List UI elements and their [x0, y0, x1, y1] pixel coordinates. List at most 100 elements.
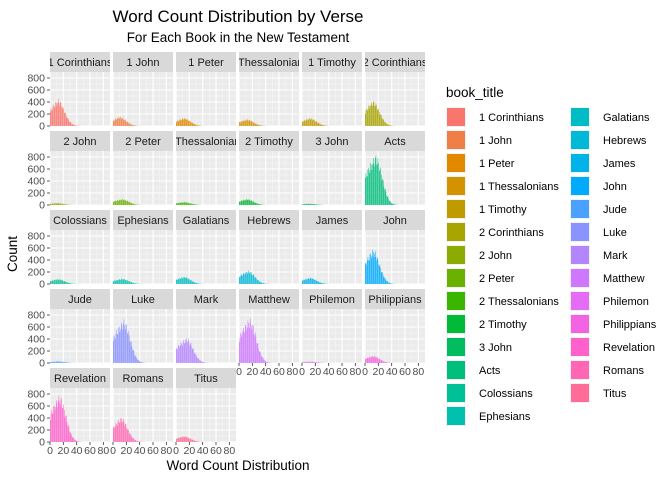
legend-swatch — [447, 361, 465, 379]
histogram-bar — [240, 202, 241, 205]
legend-entry: Hebrews — [570, 130, 647, 150]
histogram-bar — [188, 338, 189, 363]
histogram-bar — [317, 281, 318, 284]
histogram-bar — [129, 281, 130, 284]
histogram-bar — [309, 204, 310, 205]
histogram-bar — [66, 204, 67, 205]
histogram-bar — [72, 124, 73, 126]
histogram-bar — [118, 201, 119, 205]
histogram-bar — [65, 416, 66, 442]
histogram-bar — [368, 109, 369, 126]
histogram-bar — [176, 439, 177, 442]
histogram-bar — [372, 356, 373, 363]
histogram-bar — [196, 283, 197, 284]
histogram-bar — [117, 334, 118, 363]
histogram-bar — [376, 260, 377, 284]
histogram-bar — [373, 252, 374, 284]
histogram-bar — [245, 274, 246, 284]
histogram-bar — [130, 124, 131, 126]
x-tick-label: 0 — [173, 445, 179, 457]
histogram-bar — [134, 355, 135, 363]
histogram-bar — [136, 356, 137, 363]
histogram-bar — [68, 425, 69, 442]
histogram-bar — [60, 405, 61, 442]
histogram-bar — [308, 204, 309, 205]
histogram-bar — [371, 357, 372, 363]
histogram-bar — [240, 276, 241, 284]
histogram-bar — [309, 362, 310, 363]
histogram-bar — [120, 117, 121, 126]
facet-panel: 2 Corinthians — [363, 52, 428, 126]
histogram-bar — [198, 125, 199, 126]
histogram-bar — [50, 420, 51, 442]
histogram-bar — [185, 437, 186, 442]
facet-strip-label: Acts — [384, 136, 406, 148]
histogram-bar — [312, 362, 313, 363]
histogram-bar — [127, 430, 128, 442]
histogram-bar — [314, 204, 315, 205]
facet-panel: Mark — [176, 289, 236, 363]
legend-entry: Titus — [570, 383, 627, 403]
histogram-bar — [244, 332, 245, 363]
histogram-bar — [132, 125, 133, 126]
histogram-bar — [258, 125, 259, 126]
histogram-bar — [241, 335, 242, 363]
histogram-bar — [189, 121, 190, 126]
y-tick-label: 200 — [27, 346, 45, 358]
histogram-bar — [200, 360, 201, 363]
histogram-bar — [135, 283, 136, 284]
histogram-bar — [77, 441, 78, 442]
histogram-bar — [120, 117, 121, 126]
histogram-bar — [313, 204, 314, 205]
histogram-bar — [134, 439, 135, 442]
histogram-bar — [376, 106, 377, 126]
histogram-bar — [122, 118, 123, 126]
histogram-bar — [130, 282, 131, 284]
histogram-bar — [254, 202, 255, 205]
legend-label: Mark — [603, 250, 628, 262]
histogram-bar — [259, 351, 260, 363]
histogram-bar — [191, 204, 192, 205]
histogram-bar — [378, 265, 379, 284]
y-tick-label: 400 — [27, 255, 45, 267]
histogram-bar — [189, 345, 190, 363]
histogram-bar — [59, 361, 60, 363]
histogram-bar — [126, 201, 127, 205]
histogram-bar — [254, 123, 255, 126]
histogram-bar — [308, 362, 309, 363]
histogram-bar — [193, 349, 194, 363]
histogram-bar — [177, 121, 178, 126]
histogram-bar — [114, 120, 115, 126]
histogram-bar — [138, 360, 139, 363]
facet-strip-label: Ephesians — [117, 215, 169, 227]
facet-strip-label: Hebrews — [247, 215, 291, 227]
histogram-bar — [65, 281, 66, 284]
histogram-bar — [190, 280, 191, 284]
histogram-bar — [239, 342, 240, 363]
histogram-bar — [261, 204, 262, 205]
histogram-bar — [250, 121, 251, 126]
histogram-bar — [117, 119, 118, 126]
histogram-bar — [315, 121, 316, 126]
x-tick-label: 0 — [362, 366, 368, 378]
histogram-bar — [192, 204, 193, 205]
histogram-bar — [116, 201, 117, 205]
histogram-bar — [261, 125, 262, 126]
legend-label: 2 Corinthians — [479, 227, 544, 239]
histogram-bar — [129, 335, 130, 363]
facet-strip-label: 1 Timothy — [308, 57, 356, 69]
chart-title: Word Count Distribution by Verse — [112, 7, 363, 26]
histogram-bar — [119, 327, 120, 363]
histogram-bar — [123, 419, 124, 442]
histogram-bar — [53, 106, 54, 126]
histogram-bar — [57, 103, 58, 126]
histogram-bar — [314, 280, 315, 284]
histogram-bar — [125, 329, 126, 363]
histogram-bar — [258, 204, 259, 205]
histogram-bar — [256, 203, 257, 205]
histogram-bar — [367, 260, 368, 284]
histogram-bar — [183, 437, 184, 442]
histogram-bar — [180, 437, 181, 442]
